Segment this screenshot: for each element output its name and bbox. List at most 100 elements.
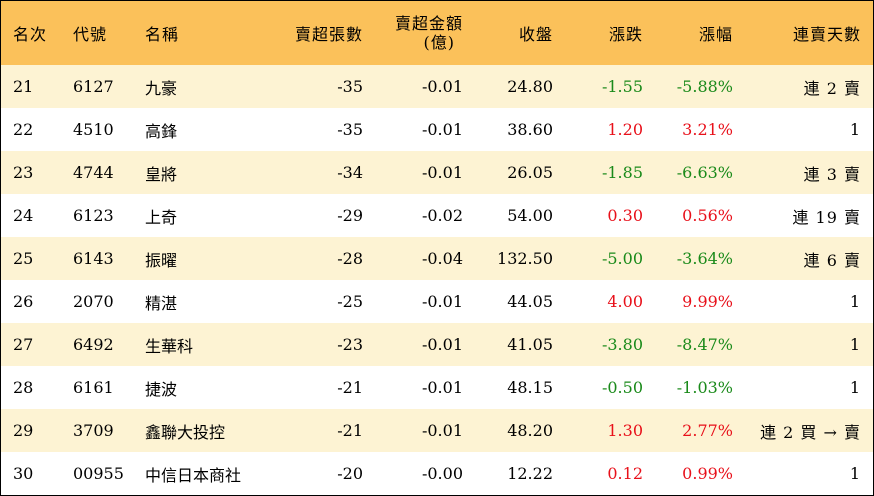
header-net-sell-lots: 賣超張數	[294, 25, 363, 44]
cell-close: 48.15	[507, 378, 553, 397]
header-net-sell-amount: 賣超金額 (億)	[367, 1, 463, 65]
cell-change: 0.30	[607, 206, 643, 225]
cell-change-pct: 0.99%	[682, 464, 733, 483]
cell-net-sell-lots: -28	[337, 249, 363, 268]
header-change: 漲跌	[608, 25, 643, 44]
cell-net-sell-amount: -0.00	[421, 464, 463, 483]
header-name: 名稱	[145, 25, 180, 44]
cell-streak: 連 6 賣	[803, 250, 861, 270]
cell-code: 6127	[73, 77, 114, 96]
cell-streak: 1	[849, 120, 861, 139]
cell-name: 鑫聯大投控	[145, 422, 226, 442]
cell-code: 00955	[73, 464, 124, 483]
cell-name: 振曜	[145, 250, 178, 270]
cell-change: 1.20	[607, 120, 643, 139]
cell-net-sell-amount: -0.01	[421, 421, 463, 440]
cell-net-sell-amount: -0.01	[421, 163, 463, 182]
cell-code: 6492	[73, 335, 114, 354]
cell-streak: 1	[849, 464, 861, 483]
cell-close: 24.80	[507, 77, 553, 96]
cell-net-sell-amount: -0.01	[421, 335, 463, 354]
cell-net-sell-amount: -0.02	[421, 206, 463, 225]
cell-change: -3.80	[601, 335, 643, 354]
cell-streak: 連 2 賣	[803, 78, 861, 98]
cell-rank: 25	[13, 249, 34, 268]
cell-change: -1.55	[601, 77, 643, 96]
cell-rank: 28	[13, 378, 34, 397]
table-row: 24 6123 上奇 -29 -0.02 54.00 0.30 0.56% 連 19 賣	[1, 194, 873, 237]
cell-rank: 22	[13, 120, 34, 139]
table-row: 28 6161 捷波 -21 -0.01 48.15 -0.50 -1.03% 1	[1, 366, 873, 409]
cell-net-sell-lots: -29	[337, 206, 363, 225]
cell-change-pct: -6.63%	[676, 163, 733, 182]
cell-code: 6143	[73, 249, 114, 268]
cell-streak: 1	[849, 335, 861, 354]
header-net-sell-amount-label: 賣超金額	[394, 14, 463, 33]
header-streak: 連賣天數	[792, 25, 861, 44]
cell-net-sell-lots: -21	[337, 421, 363, 440]
cell-change-pct: 9.99%	[682, 292, 733, 311]
cell-close: 26.05	[507, 163, 553, 182]
cell-change-pct: -8.47%	[676, 335, 733, 354]
table-row: 22 4510 高鋒 -35 -0.01 38.60 1.20 3.21% 1	[1, 108, 873, 151]
cell-net-sell-amount: -0.01	[421, 120, 463, 139]
cell-change-pct: -3.64%	[676, 249, 733, 268]
table-row: 21 6127 九豪 -35 -0.01 24.80 -1.55 -5.88% 連 2 賣	[1, 65, 873, 108]
cell-code: 2070	[73, 292, 114, 311]
cell-close: 38.60	[507, 120, 553, 139]
cell-net-sell-lots: -25	[337, 292, 363, 311]
cell-rank: 23	[13, 163, 34, 182]
cell-code: 4744	[73, 163, 114, 182]
cell-net-sell-lots: -34	[337, 163, 363, 182]
table-row: 26 2070 精湛 -25 -0.01 44.05 4.00 9.99% 1	[1, 280, 873, 323]
cell-close: 54.00	[507, 206, 553, 225]
table-row: 29 3709 鑫聯大投控 -21 -0.01 48.20 1.30 2.77% 連 2 買 →…	[1, 409, 873, 452]
cell-streak: 1	[849, 292, 861, 311]
cell-close: 41.05	[507, 335, 553, 354]
cell-name: 高鋒	[145, 121, 178, 141]
table-row: 27 6492 生華科 -23 -0.01 41.05 -3.80 -8.47% 1	[1, 323, 873, 366]
cell-change-pct: 3.21%	[682, 120, 733, 139]
cell-rank: 30	[13, 464, 34, 483]
header-rank: 名次	[13, 25, 48, 44]
cell-code: 6123	[73, 206, 114, 225]
cell-change-pct: -5.88%	[676, 77, 733, 96]
cell-name: 中信日本商社	[145, 465, 242, 485]
cell-net-sell-lots: -35	[337, 120, 363, 139]
cell-streak: 1	[849, 378, 861, 397]
cell-rank: 21	[13, 77, 34, 96]
cell-code: 3709	[73, 421, 114, 440]
cell-streak: 連 2 買 → 賣	[760, 422, 861, 442]
cell-close: 44.05	[507, 292, 553, 311]
cell-name: 捷波	[145, 379, 178, 399]
cell-net-sell-lots: -23	[337, 335, 363, 354]
cell-change: 1.30	[607, 421, 643, 440]
cell-name: 精湛	[145, 293, 178, 313]
cell-net-sell-amount: -0.01	[421, 292, 463, 311]
cell-change: 0.12	[607, 464, 643, 483]
cell-rank: 27	[13, 335, 34, 354]
cell-streak: 連 19 賣	[792, 207, 861, 227]
table-header: 名次 代號 名稱 賣超張數 賣超金額 (億) 收盤 漲跌 漲幅 連賣天數	[1, 1, 873, 65]
cell-change-pct: 2.77%	[682, 421, 733, 440]
table-row: 23 4744 皇將 -34 -0.01 26.05 -1.85 -6.63% 連 3 賣	[1, 151, 873, 194]
cell-net-sell-amount: -0.01	[421, 378, 463, 397]
cell-net-sell-lots: -35	[337, 77, 363, 96]
cell-streak: 連 3 賣	[803, 164, 861, 184]
cell-code: 6161	[73, 378, 114, 397]
header-net-sell-amount-unit: (億)	[423, 33, 455, 52]
cell-net-sell-amount: -0.04	[421, 249, 463, 268]
cell-rank: 26	[13, 292, 34, 311]
cell-close: 48.20	[507, 421, 553, 440]
cell-net-sell-amount: -0.01	[421, 77, 463, 96]
cell-net-sell-lots: -20	[337, 464, 363, 483]
cell-rank: 24	[13, 206, 34, 225]
cell-rank: 29	[13, 421, 34, 440]
header-close: 收盤	[518, 25, 553, 44]
cell-name: 生華科	[145, 336, 194, 356]
cell-change-pct: -1.03%	[676, 378, 733, 397]
table-row: 30 00955 中信日本商社 -20 -0.00 12.22 0.12 0.99% 1	[1, 452, 873, 495]
header-change-pct: 漲幅	[698, 25, 733, 44]
cell-close: 12.22	[507, 464, 553, 483]
